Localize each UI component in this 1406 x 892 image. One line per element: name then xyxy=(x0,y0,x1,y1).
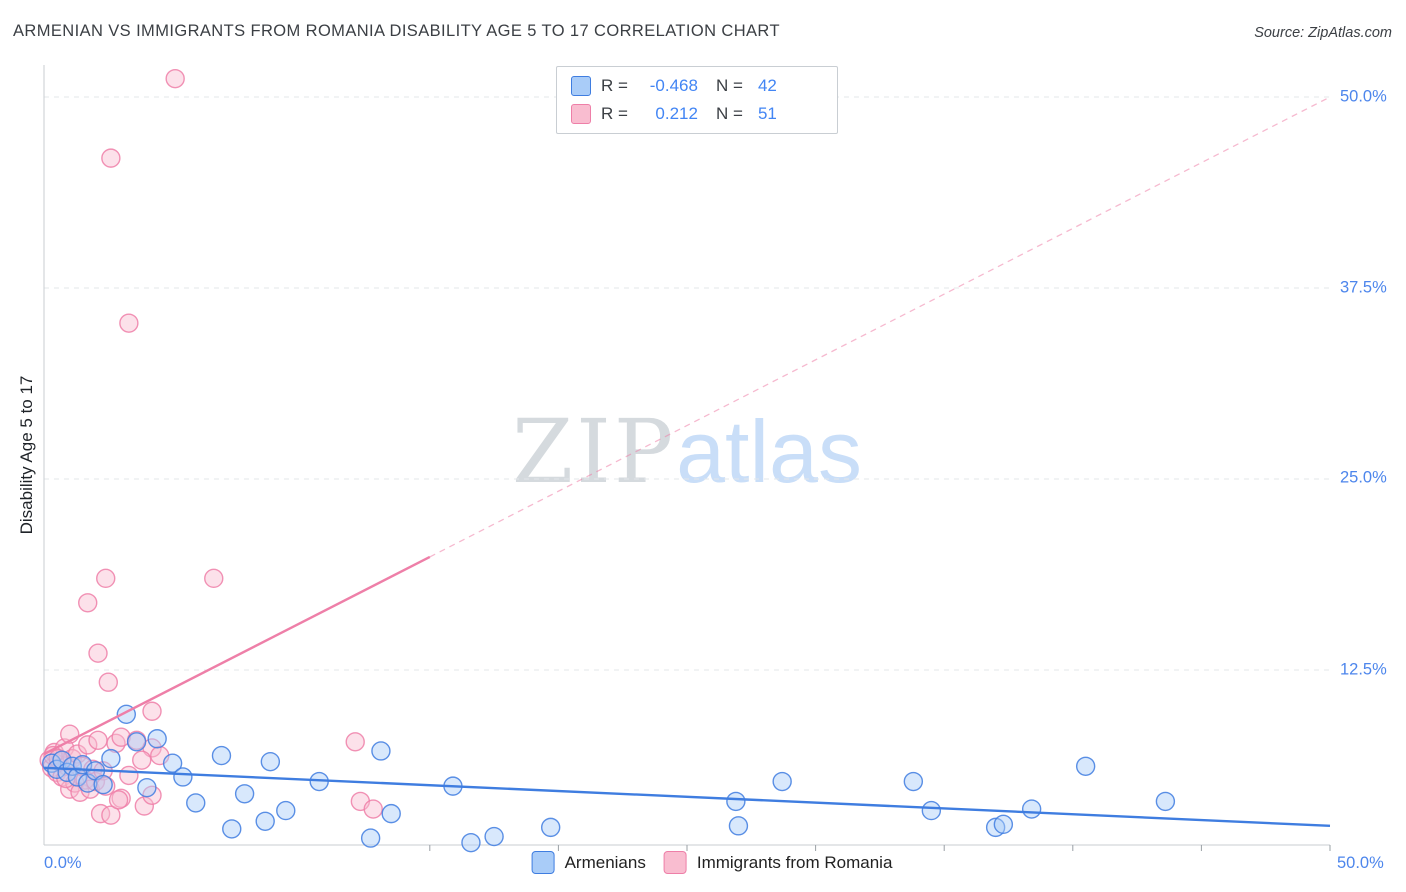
data-point-armenians xyxy=(993,814,1014,835)
trend-line-romania xyxy=(43,555,431,756)
watermark-atlas: atlas xyxy=(676,402,863,501)
data-point-armenians xyxy=(728,816,749,836)
data-point-romania xyxy=(88,643,108,663)
r-value-armenians: -0.468 xyxy=(649,76,698,95)
data-point-armenians xyxy=(101,748,121,769)
data-point-armenians xyxy=(985,817,1006,838)
data-point-armenians xyxy=(540,817,561,838)
data-point-romania xyxy=(101,148,121,168)
data-point-romania xyxy=(98,672,119,692)
data-point-armenians xyxy=(1021,799,1042,819)
data-point-armenians xyxy=(126,732,147,752)
data-point-romania xyxy=(363,799,383,819)
data-point-armenians xyxy=(222,819,242,839)
data-point-romania xyxy=(119,313,139,333)
data-point-armenians xyxy=(276,800,296,821)
r-value-romania: 0.212 xyxy=(655,104,698,123)
romania-legend-swatch xyxy=(663,851,687,874)
data-point-armenians xyxy=(371,741,391,761)
data-point-romania xyxy=(119,765,139,786)
data-point-armenians xyxy=(137,777,157,798)
data-point-romania xyxy=(101,805,121,825)
series-legend-label: Immigrants from Romania xyxy=(696,852,893,872)
data-point-armenians xyxy=(461,832,481,853)
x-tick-label-0: 0.0% xyxy=(44,854,82,872)
data-point-romania xyxy=(108,790,129,810)
watermark-zip: ZIP xyxy=(511,400,677,503)
data-point-armenians xyxy=(381,803,401,824)
data-point-romania xyxy=(111,727,131,747)
correlation-legend-row-armenians: R = -0.468 N = 42 xyxy=(571,76,823,96)
y-tick-label-12-5: 12.5% xyxy=(1340,660,1387,679)
data-point-armenians xyxy=(186,793,206,813)
romania-swatch xyxy=(571,104,591,124)
data-point-armenians xyxy=(211,745,232,766)
trend-line-extension-romania xyxy=(429,96,1331,558)
y-tick-label-50: 50.0% xyxy=(1340,87,1387,106)
data-point-romania xyxy=(78,735,98,755)
y-axis-title: Disability Age 5 to 17 xyxy=(17,375,36,535)
data-point-armenians xyxy=(484,826,504,847)
data-point-armenians xyxy=(147,729,167,749)
data-point-armenians xyxy=(921,800,942,821)
data-point-romania xyxy=(106,733,126,754)
r-label: R = xyxy=(601,76,628,95)
correlation-legend: R = -0.468 N = 42 R = 0.212 N = 51 xyxy=(556,66,838,134)
trend-line-armenians xyxy=(43,766,1331,828)
data-point-armenians xyxy=(360,828,381,848)
series-legend-label: Armenians xyxy=(564,852,646,872)
data-point-romania xyxy=(165,68,185,89)
data-point-armenians xyxy=(772,771,792,792)
data-point-armenians xyxy=(726,791,746,812)
x-tick-label-50: 50.0% xyxy=(1337,854,1384,872)
zipatlas-watermark: ZIPatlas xyxy=(512,408,862,496)
data-point-armenians xyxy=(67,767,88,787)
data-point-armenians xyxy=(173,767,193,787)
armenians-legend-swatch xyxy=(531,851,555,874)
data-point-armenians xyxy=(1075,756,1096,776)
series-legend-item-armenians: Armenians xyxy=(531,851,646,874)
y-tick-label-25: 25.0% xyxy=(1340,468,1387,487)
data-point-romania xyxy=(204,568,224,589)
data-point-romania xyxy=(142,701,162,721)
page-title: ARMENIAN VS IMMIGRANTS FROM ROMANIA DISA… xyxy=(13,22,780,40)
data-point-armenians xyxy=(234,784,255,804)
n-value-romania: 51 xyxy=(757,104,777,123)
data-point-armenians xyxy=(255,811,275,831)
data-point-armenians xyxy=(903,771,924,792)
series-legend-item-romania: Immigrants from Romania xyxy=(663,851,893,874)
series-legend: Armenians Immigrants from Romania xyxy=(531,851,893,874)
data-point-romania xyxy=(85,771,106,792)
r-label: R = xyxy=(601,104,628,123)
data-point-armenians xyxy=(162,753,183,773)
data-point-romania xyxy=(96,568,116,589)
armenians-swatch xyxy=(571,76,591,96)
data-point-romania xyxy=(88,730,108,750)
data-point-romania xyxy=(132,750,152,770)
data-point-armenians xyxy=(260,751,281,772)
correlation-legend-row-romania: R = 0.212 N = 51 xyxy=(571,104,823,124)
data-point-armenians xyxy=(1155,791,1176,812)
data-point-romania xyxy=(78,593,98,613)
data-point-armenians xyxy=(93,774,113,795)
y-tick-label-37-5: 37.5% xyxy=(1340,278,1387,297)
n-label: N = xyxy=(715,104,743,123)
n-label: N = xyxy=(715,76,743,95)
source-attribution: Source: ZipAtlas.com xyxy=(1254,25,1392,41)
data-point-romania xyxy=(345,732,365,752)
n-value-armenians: 42 xyxy=(757,76,777,95)
